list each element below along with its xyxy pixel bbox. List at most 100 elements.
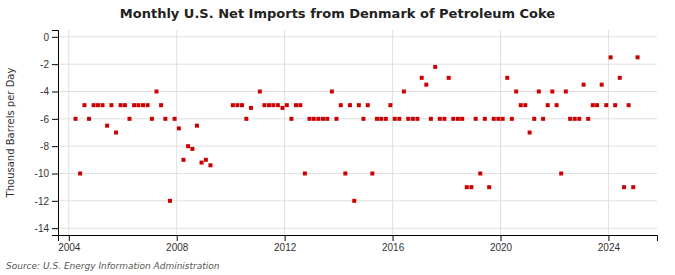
point [411, 117, 415, 121]
point [92, 103, 96, 107]
tick-mark [52, 64, 58, 65]
point [96, 103, 100, 107]
point [240, 103, 244, 107]
point [492, 117, 496, 121]
point [460, 117, 464, 121]
point [159, 103, 163, 107]
point [559, 172, 563, 176]
point [438, 117, 442, 121]
point [136, 103, 140, 107]
point [595, 103, 599, 107]
point [312, 117, 316, 121]
point [154, 90, 158, 94]
point [528, 131, 532, 135]
point [433, 65, 437, 69]
point [294, 103, 298, 107]
point [388, 103, 392, 107]
grid-line-x [608, 30, 609, 235]
tick: 2020 [490, 235, 513, 253]
plot-area: 2004200820122016202020240-2-4-6-8-10-12-… [35, 30, 658, 253]
point [415, 117, 419, 121]
tick-mark [52, 119, 58, 120]
point [186, 144, 190, 148]
grid-line-x [68, 30, 69, 235]
point [487, 185, 491, 189]
point [101, 103, 105, 107]
point [289, 117, 293, 121]
point [420, 76, 424, 80]
tick-label: 0 [43, 32, 49, 43]
point [74, 117, 78, 121]
tick-mark [52, 146, 58, 147]
grid-line-y [58, 118, 657, 119]
grid-line-y [58, 64, 657, 65]
point [235, 103, 239, 107]
chart: 2004200820122016202020240-2-4-6-8-10-12-… [0, 0, 675, 275]
point [379, 117, 383, 121]
point [469, 185, 473, 189]
point [146, 103, 150, 107]
point [591, 103, 595, 107]
point [298, 103, 302, 107]
tick-mark [501, 235, 502, 241]
point [627, 103, 631, 107]
point [87, 117, 91, 121]
point [519, 103, 523, 107]
point [546, 103, 550, 107]
title: Monthly U.S. Net Imports from Denmark of… [120, 6, 556, 21]
point [465, 185, 469, 189]
point [330, 90, 334, 94]
point [249, 106, 253, 110]
tick: 2016 [382, 235, 405, 253]
tick-label: -6 [40, 114, 49, 125]
point [582, 83, 586, 87]
point [532, 117, 536, 121]
point [204, 158, 208, 162]
point [109, 103, 113, 107]
point [105, 124, 109, 128]
tick: 0 [43, 32, 58, 43]
point [307, 117, 311, 121]
point [496, 117, 500, 121]
grid-line-y [58, 200, 657, 201]
grid-line-y [58, 228, 657, 229]
tick-mark [393, 235, 394, 241]
axis-line [59, 236, 658, 242]
y-axis: 0-2-4-6-8-10-12-14 [35, 31, 59, 236]
point [541, 117, 545, 121]
points [74, 55, 640, 203]
point [451, 117, 455, 121]
point [609, 55, 613, 59]
point [402, 90, 406, 94]
point [375, 117, 379, 121]
tick: 2024 [598, 235, 621, 253]
point [406, 117, 410, 121]
tick-label: -10 [35, 168, 50, 179]
point [150, 117, 154, 121]
point [564, 90, 568, 94]
point [285, 103, 289, 107]
point [231, 103, 235, 107]
tick: 2012 [274, 235, 297, 253]
tick-mark [52, 228, 58, 229]
point [604, 103, 608, 107]
grid-line-x [284, 30, 285, 235]
point [510, 117, 514, 121]
point [173, 117, 177, 121]
point [442, 117, 446, 121]
point [258, 90, 262, 94]
point [141, 103, 145, 107]
point [424, 83, 428, 87]
grid [58, 30, 657, 235]
point [573, 117, 577, 121]
tick: -2 [40, 59, 58, 70]
tick-label: 2012 [274, 242, 297, 253]
point [334, 117, 338, 121]
point [514, 90, 518, 94]
point [456, 117, 460, 121]
point [622, 185, 626, 189]
tick-label: -4 [40, 86, 49, 97]
point [397, 117, 401, 121]
tick: 2008 [166, 235, 189, 253]
grid-line-x [500, 30, 501, 235]
